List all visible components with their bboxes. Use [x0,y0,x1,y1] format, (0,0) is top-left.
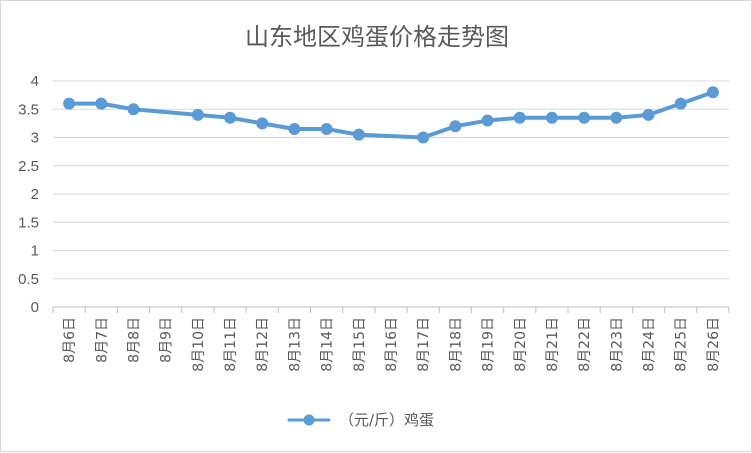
x-tick-label: 8月9日 [159,317,175,363]
x-tick-label: 8月19日 [481,317,497,372]
x-tick-label: 8月12日 [255,317,271,372]
data-point [191,108,204,121]
data-point [545,111,558,124]
data-point [481,114,494,127]
legend: （元/斤）鸡蛋 [287,411,434,429]
x-tick-label: 8月21日 [545,317,561,372]
data-point [449,120,462,133]
y-tick-label: 1 [31,243,39,260]
x-tick-label: 8月24日 [642,317,658,372]
data-point [513,111,526,124]
x-tick-label: 8月23日 [609,317,625,372]
x-tick-label: 8月17日 [416,317,432,372]
x-tick-label: 8月16日 [384,317,400,372]
x-tick-label: 8月10日 [191,317,207,372]
x-tick-label: 8月6日 [62,317,78,363]
data-point [706,86,719,99]
x-tick-label: 8月26日 [706,317,722,372]
x-tick-label: 8月8日 [126,317,142,363]
x-tick-label: 8月22日 [577,317,593,372]
data-point [417,131,430,144]
x-tick-label: 8月13日 [287,317,303,372]
data-point [352,128,365,141]
legend-dot-marker [303,414,315,426]
legend-label: （元/斤）鸡蛋 [339,411,434,429]
x-tick-label: 8月11日 [223,317,239,372]
x-tick-label: 8月18日 [448,317,464,372]
y-tick-label: 2.5 [18,158,39,175]
y-tick-label: 3.5 [18,101,39,118]
y-tick-label: 1.5 [18,214,39,231]
x-tick-label: 8月20日 [513,317,529,372]
data-point [63,97,76,110]
chart-title: 山东地区鸡蛋价格走势图 [245,23,509,51]
data-point [288,123,301,136]
data-point [127,103,140,116]
data-point [320,123,333,136]
data-point [224,111,237,124]
y-tick-label: 0.5 [18,271,39,288]
data-point [256,117,269,130]
x-tick-label: 8月15日 [352,317,368,372]
data-point [674,97,687,110]
x-tick-label: 8月14日 [320,317,336,372]
x-tick-label: 8月25日 [674,317,690,372]
y-tick-label: 3 [31,130,39,147]
data-point [95,97,108,110]
y-tick-label: 0 [31,299,39,316]
data-point [642,108,655,121]
y-tick-label: 4 [31,73,39,90]
y-tick-label: 2 [31,186,39,203]
data-point [578,111,591,124]
x-tick-label: 8月7日 [94,317,110,363]
data-point [610,111,623,124]
